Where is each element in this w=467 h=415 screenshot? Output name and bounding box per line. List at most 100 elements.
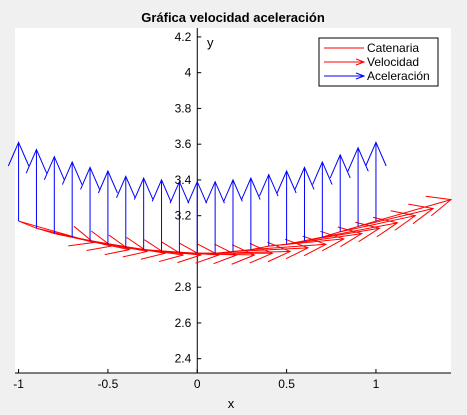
velocidad-arrow-shaft [179,252,255,256]
velocidad-arrow [179,244,256,265]
aceleracion-arrow-head [80,166,101,190]
y-tick-label: 4 [185,66,192,80]
y-tick-label: 3.4 [175,173,192,187]
velocidad-arrow-head [408,203,435,225]
aceleracion-arrow-head [347,146,369,172]
aceleracion-series [7,141,387,254]
velocidad-arrow [375,195,453,222]
aceleracion-arrow-head [329,153,351,179]
aceleracion-arrow-head [7,141,30,167]
x-tick-label: -0.5 [98,377,119,391]
aceleracion-arrow [43,155,65,234]
velocidad-arrow [340,210,417,233]
velocidad-series [18,195,453,265]
aceleracion-arrow-head [365,141,387,167]
aceleracion-arrow [312,160,333,238]
legend-aceleracion-label: Aceleración [367,69,430,83]
velocidad-arrow-head [140,239,167,260]
aceleracion-arrow-head [294,166,315,190]
aceleracion-arrow-head [61,160,83,185]
velocidad-arrow [286,226,363,247]
aceleracion-arrow [25,148,48,229]
aceleracion-arrow [329,153,351,232]
x-tick-label: 1 [373,377,380,391]
aceleracion-arrow [276,169,297,245]
aceleracion-arrow [151,178,172,252]
velocidad-arrow-head [337,226,363,247]
velocidad-arrow-head [425,195,453,217]
aceleracion-arrow-head [151,178,172,202]
velocidad-arrow-head [158,241,185,263]
velocidad-arrow-head [390,210,417,231]
aceleracion-arrow-head [312,160,333,185]
aceleracion-arrow [116,175,136,248]
aceleracion-arrow-head [187,180,208,204]
velocidad-arrow-head [355,221,381,243]
aceleracion-arrow-head [97,169,118,194]
y-tick-label: 2.8 [175,280,192,294]
velocidad-arrow [304,221,381,243]
x-tick-label: -1 [13,377,24,391]
y-tick-label: 3.2 [175,209,192,223]
aceleracion-arrow [223,178,243,252]
aceleracion-arrow [294,166,315,241]
velocidad-arrow-head [302,235,328,257]
velocidad-arrow-shaft [232,247,309,252]
velocidad-arrow [54,233,131,256]
legend-catenaria-label: Catenaria [367,41,419,55]
velocidad-arrow-shaft [268,238,344,247]
velocidad-arrow [232,238,310,260]
tick-labels: -1 -0.5 0 0.5 1 2.4 2.6 2.8 3.2 3.4 3.6 3.8 4 4.2 [13,30,379,391]
aceleracion-arrow [97,169,118,245]
velocidad-arrow-head [284,238,310,260]
aceleracion-arrow [187,180,208,254]
aceleracion-arrow [61,160,83,238]
aceleracion-arrow-head [133,176,154,200]
velocidad-arrow-shaft [54,233,130,251]
velocidad-arrow-head [177,242,203,264]
aceleracion-arrow [169,180,190,254]
y-tick-label: 3.6 [175,137,192,151]
aceleracion-arrow [80,166,101,241]
aceleracion-arrow-head [25,148,48,174]
aceleracion-arrow [347,146,369,227]
velocidad-arrow [268,230,346,252]
aceleracion-arrow-head [223,178,243,202]
velocidad-arrow-head [122,236,149,258]
aceleracion-arrow-head [116,175,136,199]
x-tick-label: 0 [194,377,201,391]
y-tick-label: 3.8 [175,101,192,115]
velocidad-arrow-shaft [357,208,434,227]
aceleracion-arrow-head [43,155,65,180]
velocidad-arrow-shaft [340,215,416,233]
velocidad-arrow-shaft [250,243,326,251]
y-axis-label: y [207,35,214,50]
legend: Catenaria Velocidad Aceleración [318,37,439,87]
velocidad-arrow-head [104,234,131,256]
velocidad-arrow [357,203,435,227]
x-tick-label: 0.5 [278,377,295,391]
legend-velocidad-swatch [324,58,366,66]
aceleracion-arrow [205,180,225,254]
velocidad-arrow-shaft [215,250,291,254]
aceleracion-arrow [7,141,30,222]
aceleracion-arrow [258,173,279,247]
aceleracion-arrow-head [169,180,190,204]
velocidad-arrow-head [320,230,346,252]
aceleracion-arrow-head [258,173,279,197]
velocidad-arrow [250,235,328,257]
aceleracion-arrow-head [276,169,297,194]
aceleracion-arrow [241,176,261,250]
aceleracion-arrow-head [241,176,261,200]
x-axis-label: x [228,396,235,411]
y-tick-label: 2.4 [175,352,192,366]
aceleracion-arrow-head [205,180,225,204]
velocidad-arrow-head [249,243,274,264]
y-tick-label: 2.6 [175,316,192,330]
velocidad-arrow-shaft [375,199,452,222]
legend-aceleracion-swatch [324,72,366,80]
aceleracion-arrow [365,141,387,222]
aceleracion-arrow [133,176,154,250]
y-tick-label: 4.2 [175,30,192,44]
